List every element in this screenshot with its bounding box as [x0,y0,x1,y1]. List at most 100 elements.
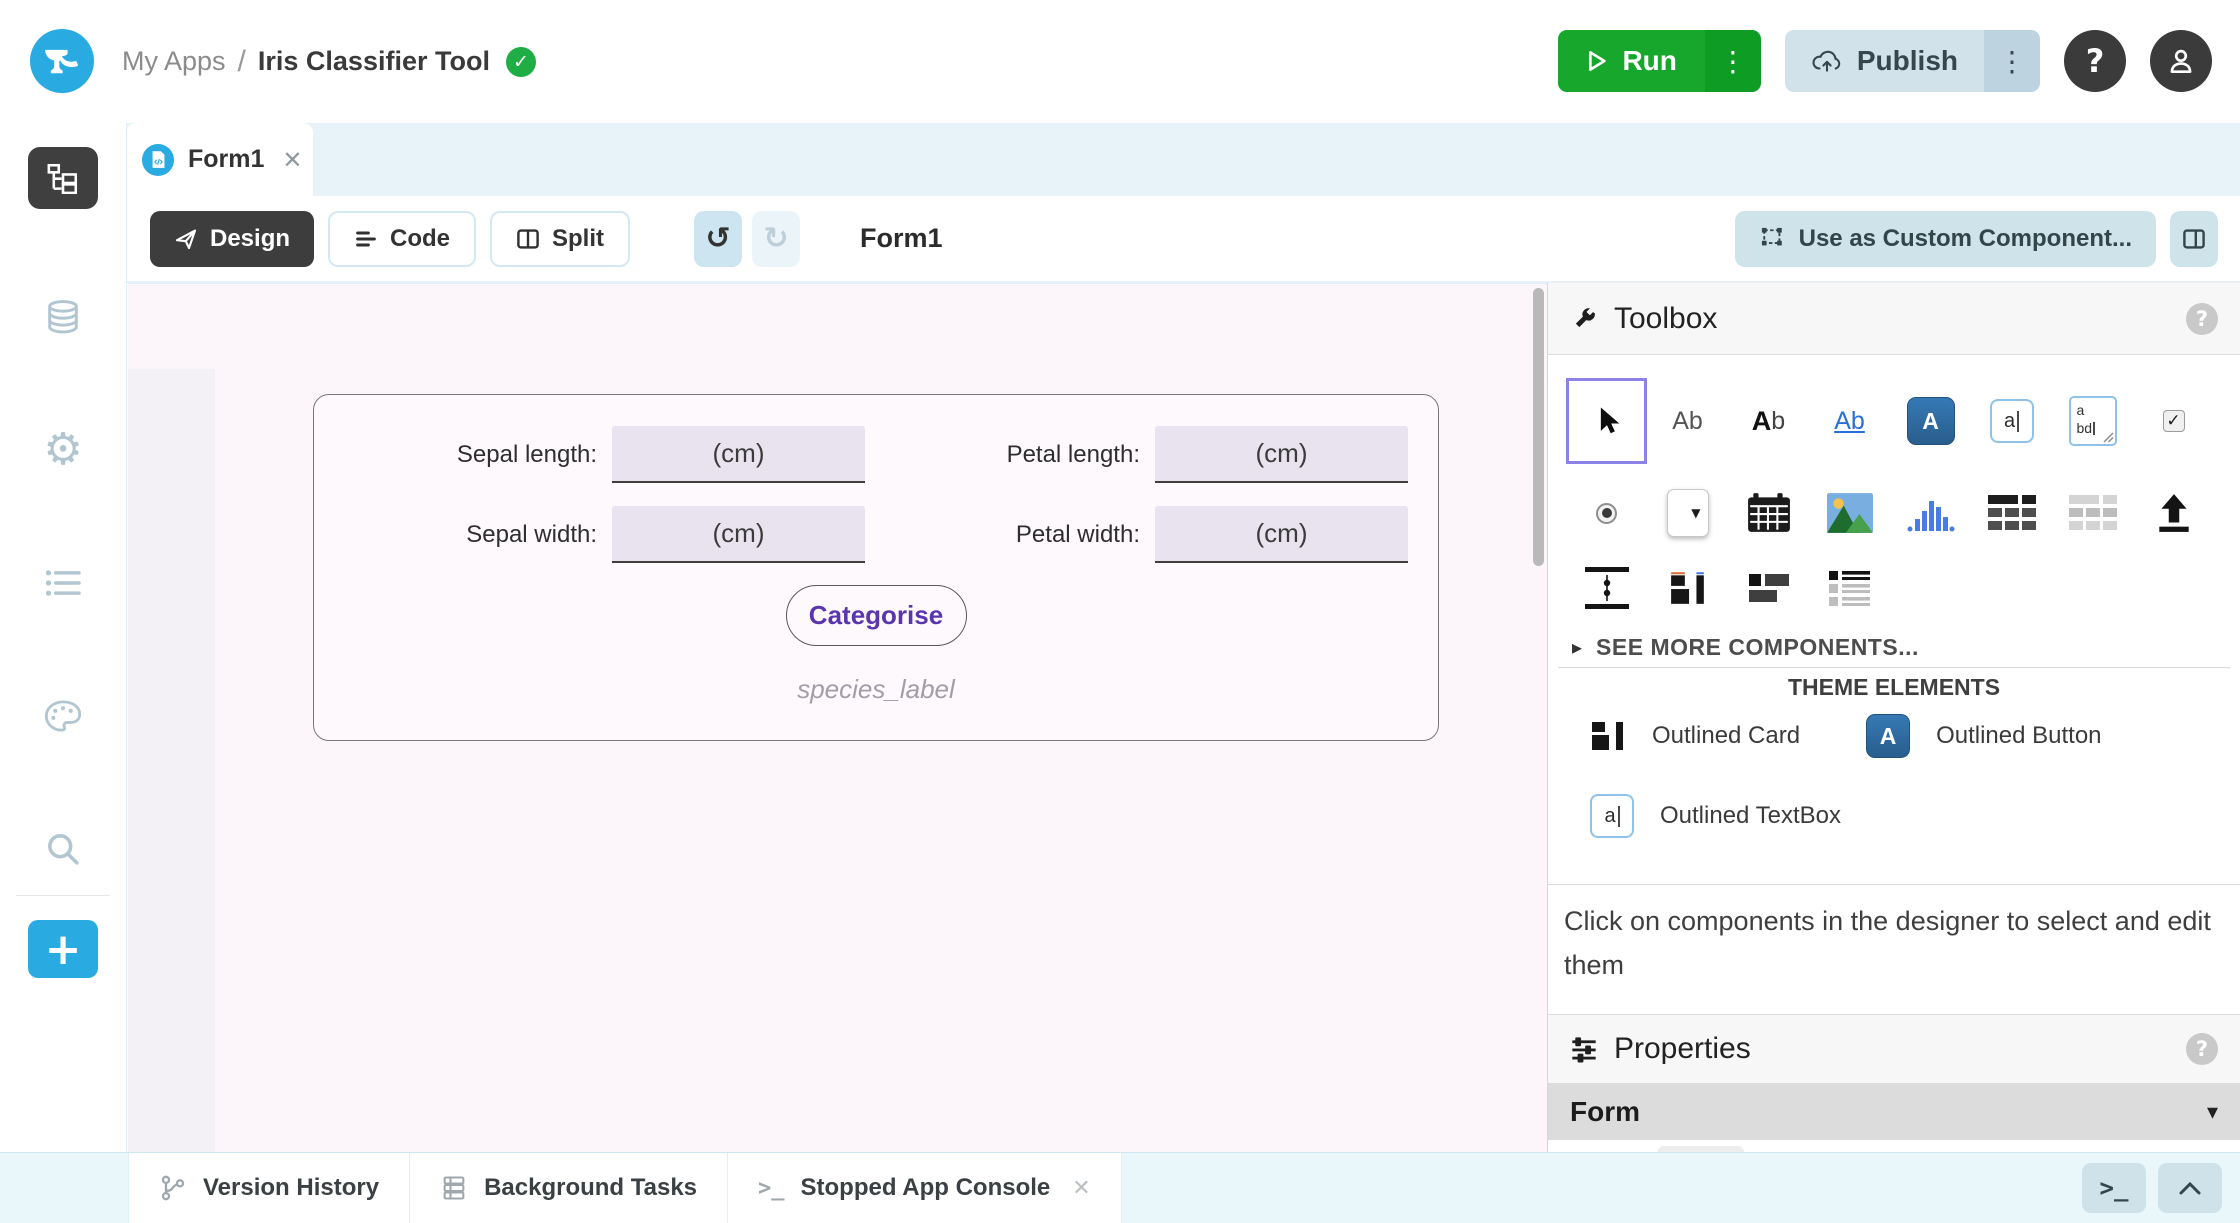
theme-item-outlined-textbox[interactable]: a Outlined TextBox [1590,794,1841,838]
petal-length-input[interactable] [1155,426,1408,483]
theme-item-outlined-card[interactable]: Outlined Card [1590,720,1800,752]
tool-plot[interactable] [1890,477,1971,549]
saved-check-icon: ✓ [505,46,536,77]
breadcrumb-parent[interactable]: My Apps [122,46,226,76]
tab-close-icon[interactable]: ✕ [282,145,303,174]
redo-button[interactable]: ↻ [752,210,801,267]
view-mode-code-button[interactable]: Code [328,210,477,267]
categorise-button[interactable]: Categorise [785,585,967,646]
property-value-input[interactable]: self [1657,1146,1744,1152]
sepal-length-label[interactable]: Sepal length: [456,440,597,468]
tool-flow-panel[interactable] [1728,549,1809,627]
tool-label[interactable]: Ab [1672,406,1703,435]
component-selector[interactable]: Form ▾ [1548,1084,2240,1140]
petal-length-label[interactable]: Petal length: [1006,440,1140,468]
tool-arrow[interactable] [1566,365,1647,477]
text-caret [1617,805,1620,827]
cursor-icon [1600,407,1619,434]
background-tasks-icon [443,1176,465,1200]
tab-form1[interactable]: Form1 ✕ [126,123,313,196]
tool-data-grid[interactable] [1971,477,2052,549]
sidebar-item-logs[interactable] [0,553,126,613]
anvil-icon [45,49,79,74]
left-sidebar: ⚙ + [0,123,126,1152]
component-selector-label: Form [1570,1096,1640,1127]
design-label: Design [210,224,291,252]
add-service-button[interactable]: + [28,920,98,978]
dropdown-icon: ▼ [1666,489,1709,537]
panel-columns-icon [2183,228,2205,249]
run-button[interactable]: Run [1558,30,1705,92]
tool-radio-button[interactable] [1566,477,1647,549]
bottom-tabs: Version History Background Tasks >_ Stop… [128,1153,1122,1223]
tool-button[interactable]: A [1890,365,1971,477]
sidebar-item-theme[interactable] [0,686,126,746]
see-more-components[interactable]: ▸ SEE MORE COMPONENTS... [1548,627,2240,667]
tool-datepicker[interactable] [1728,477,1809,549]
petal-width-input[interactable] [1155,506,1408,563]
textarea-bd: bd [2076,420,2093,437]
toolbar-right: Use as Custom Component... [1734,210,2218,267]
app-console-tab[interactable]: >_ Stopped App Console ✕ [728,1153,1122,1223]
chevron-up-icon [2179,1181,2201,1195]
tool-file-loader[interactable] [2133,477,2214,549]
tool-spacer[interactable] [1566,549,1647,627]
expand-panel-button[interactable] [2158,1163,2222,1213]
undo-button[interactable]: ↺ [694,210,743,267]
properties-help-icon[interactable]: ? [2186,1033,2218,1065]
version-history-label: Version History [203,1174,380,1201]
palette-icon [44,700,82,732]
toolbox-help-icon[interactable]: ? [2186,302,2218,335]
tool-data-row-panel[interactable] [2052,477,2133,549]
outlined-card[interactable]: Sepal length: Petal length: Sepal width:… [313,394,1439,741]
split-view-icon [517,228,539,249]
tool-column-panel[interactable] [1647,549,1728,627]
text-caret [2093,422,2095,436]
species-label[interactable]: species_label [797,674,955,704]
publish-options-button[interactable]: ⋮ [1984,30,2040,92]
view-mode-split-button[interactable]: Split [490,210,631,267]
run-options-button[interactable]: ⋮ [1704,30,1761,92]
tool-image[interactable] [1809,477,1890,549]
design-canvas[interactable]: Sepal length: Petal length: Sepal width:… [128,283,1547,1153]
help-button[interactable]: ? [2064,30,2126,92]
search-icon [48,834,79,865]
toggle-panel-button[interactable] [2170,210,2218,267]
tool-dropdown[interactable]: ▼ [1647,477,1728,549]
sidebar-item-data-tables[interactable] [0,287,126,347]
toolbox-header: Toolbox ? [1548,283,2240,355]
publish-button[interactable]: Publish [1784,30,1984,92]
page-title: Iris Classifier Tool [257,46,490,76]
sepal-length-input[interactable] [612,426,865,483]
tool-repeating-panel[interactable] [1809,549,1890,627]
petal-width-label[interactable]: Petal width: [1015,520,1140,548]
gear-icon: ⚙ [43,424,83,475]
use-as-custom-component-button[interactable]: Use as Custom Component... [1734,210,2156,267]
tool-textbox[interactable]: a [1971,365,2052,477]
sepal-width-input[interactable] [612,506,865,563]
properties-header: Properties ? [1548,1014,2240,1084]
form-title: Form1 [860,223,943,253]
sepal-width-label[interactable]: Sepal width: [466,520,597,548]
textbox-a: a [1604,804,1616,827]
tool-link[interactable]: Ab [1834,406,1865,435]
version-history-tab[interactable]: Version History [129,1153,411,1223]
tool-textarea[interactable]: a bd [2052,365,2133,477]
field-grid: Sepal length: Petal length: Sepal width:… [314,395,1438,563]
anvil-logo-icon[interactable] [30,29,94,93]
sidebar-item-app-structure[interactable] [28,147,98,209]
open-console-button[interactable]: >_ [2082,1163,2146,1213]
tab-label: Form1 [188,145,265,173]
view-mode-design-button[interactable]: Design [150,210,315,267]
textbox-icon: a [1590,794,1634,838]
close-icon[interactable]: ✕ [1072,1175,1091,1201]
breadcrumb-separator: / [237,44,246,78]
panel-scrollbar[interactable] [1533,288,1544,566]
tool-checkbox[interactable]: ✓ [2133,365,2214,477]
theme-item-outlined-button[interactable]: A Outlined Button [1866,714,2102,758]
background-tasks-tab[interactable]: Background Tasks [410,1153,729,1223]
sidebar-item-search[interactable] [0,819,126,879]
sidebar-item-settings[interactable]: ⚙ [0,420,126,480]
account-button[interactable] [2150,30,2212,92]
